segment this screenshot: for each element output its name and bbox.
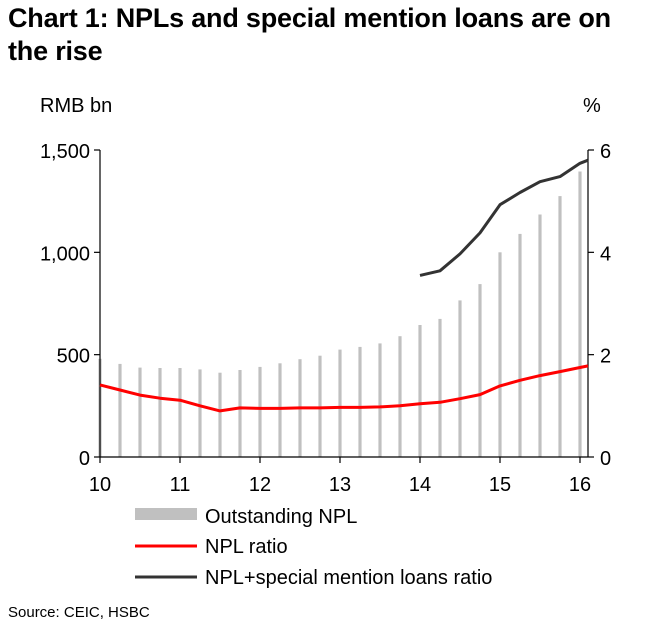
legend-swatch-outstanding-npl	[135, 508, 197, 520]
npl-bar	[518, 233, 522, 457]
x-tick-label: 16	[569, 474, 591, 496]
npl-bar	[458, 300, 462, 457]
npl-sml-ratio-line	[419, 158, 589, 277]
legend: Outstanding NPL NPL ratio NPL+special me…	[135, 506, 492, 589]
npl-bar	[338, 349, 342, 457]
npl-bar	[118, 363, 122, 457]
npl-bar	[278, 363, 282, 457]
npl-bar	[438, 318, 442, 457]
npl-bar	[578, 171, 582, 457]
npl-bar	[398, 336, 402, 457]
x-tick-label: 12	[249, 474, 271, 496]
chart-title: Chart 1: NPLs and special mention loans …	[8, 3, 611, 66]
npl-bar	[218, 372, 222, 457]
x-tick-label: 10	[89, 474, 111, 496]
npl-bar	[178, 368, 182, 457]
right-tick-label: 4	[600, 243, 611, 265]
npl-bar	[238, 370, 242, 457]
left-tick-label: 1,500	[40, 141, 90, 163]
x-tick-label: 15	[489, 474, 511, 496]
npl-bar	[138, 367, 142, 457]
npl-ratio-line	[99, 364, 589, 413]
axes-layer	[99, 150, 589, 458]
right-tick-label: 0	[600, 448, 611, 470]
left-axis-unit: RMB bn	[40, 95, 112, 117]
right-axis-unit: %	[583, 95, 601, 117]
legend-label-outstanding-npl: Outstanding NPL	[205, 506, 357, 528]
npl-bar	[418, 325, 422, 457]
left-tick-label: 0	[79, 448, 90, 470]
npl-bar	[258, 366, 262, 457]
legend-label-npl-sml-ratio: NPL+special mention loans ratio	[205, 567, 492, 589]
x-tick-label: 14	[409, 474, 431, 496]
npl-bar	[358, 346, 362, 457]
x-tick-label: 13	[329, 474, 351, 496]
right-tick-label: 6	[600, 141, 611, 163]
x-tick-label: 11	[170, 474, 191, 496]
lines-layer	[99, 158, 589, 413]
npl-bar	[478, 284, 482, 457]
npl-bar	[378, 343, 382, 457]
npl-bar	[538, 214, 542, 457]
left-tick-label: 500	[57, 346, 90, 368]
legend-label-npl-ratio: NPL ratio	[205, 536, 288, 558]
left-tick-label: 1,000	[40, 243, 90, 265]
right-tick-label: 2	[600, 346, 611, 368]
source-note: Source: CEIC, HSBC	[8, 604, 150, 621]
npl-bar	[498, 252, 502, 457]
bars-layer	[98, 171, 582, 457]
ticks-layer: 0 500 1,000 1,500 0 2 4 6 10 11 12 13 14 15 16	[40, 141, 611, 496]
npl-bar	[198, 369, 202, 457]
npl-bar	[558, 196, 562, 457]
npl-bar	[318, 355, 322, 457]
npl-bar	[158, 368, 162, 457]
